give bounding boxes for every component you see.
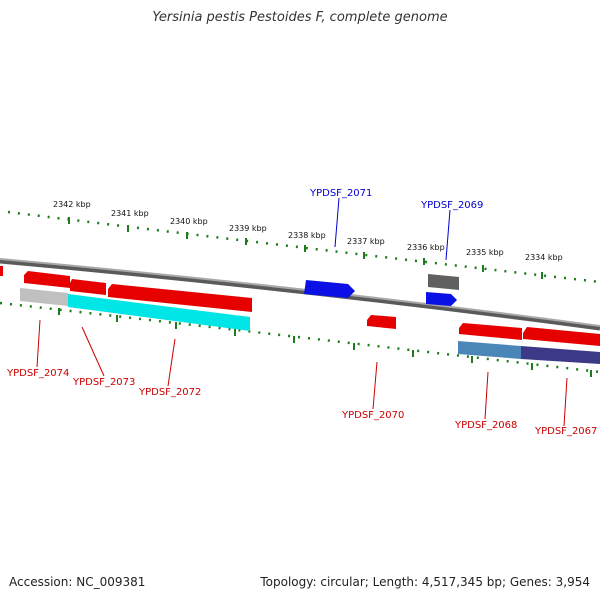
accession-label: Accession: NC_009381	[9, 575, 146, 589]
gene-label-2067[interactable]: YPDSF_2067	[534, 426, 597, 437]
label-leaders	[36, 197, 568, 427]
gene-arrow-2074b[interactable]	[70, 279, 106, 295]
gene-label-2071[interactable]: YPDSF_2071	[309, 188, 372, 199]
genome-title: Yersinia pestis Pestoides F, complete ge…	[152, 10, 448, 25]
major-ticks-inner	[58, 308, 592, 377]
genome-summary: Topology: circular; Length: 4,517,345 bp…	[260, 575, 590, 589]
tick-label-2341: 2341 kbp	[111, 209, 149, 218]
gene-arrow-2070[interactable]	[367, 315, 396, 329]
genome-backbone-shadow	[0, 258, 600, 331]
feature-bar-cyan[interactable]	[68, 294, 250, 331]
tick-label-2339: 2339 kbp	[229, 224, 267, 233]
tick-label-2336: 2336 kbp	[407, 243, 445, 252]
gene-arrow-2074a[interactable]	[24, 271, 70, 288]
gene-label-2069[interactable]: YPDSF_2069	[420, 200, 483, 211]
gene-label-2068[interactable]: YPDSF_2068	[454, 420, 517, 431]
tick-label-2342: 2342 kbp	[53, 200, 91, 209]
major-ticks-outer	[68, 217, 543, 279]
genome-backbone	[0, 258, 600, 327]
gene-partial-left[interactable]	[0, 266, 3, 276]
tick-label-2334: 2334 kbp	[525, 253, 563, 262]
feature-bar-navy[interactable]	[521, 346, 600, 364]
gene-label-2072[interactable]: YPDSF_2072	[138, 387, 201, 398]
feature-bar-steel[interactable]	[458, 341, 521, 359]
gene-arrow-2072-red[interactable]	[108, 284, 252, 312]
feature-bar-grey[interactable]	[20, 288, 68, 306]
inner-tick-ring	[0, 301, 600, 374]
feature-dark-grey-2069[interactable]	[428, 274, 459, 290]
tick-label-2335: 2335 kbp	[466, 248, 504, 257]
gene-arrow-2068[interactable]	[459, 323, 522, 340]
gene-arrow-2069[interactable]	[426, 292, 457, 306]
tick-label-2337: 2337 kbp	[347, 237, 385, 246]
gene-features	[0, 266, 600, 364]
tick-label-2338: 2338 kbp	[288, 231, 326, 240]
gene-label-2070[interactable]: YPDSF_2070	[341, 410, 404, 421]
gene-arrow-2067[interactable]	[523, 327, 600, 346]
gene-arrow-2071[interactable]	[304, 280, 355, 298]
tick-label-2340: 2340 kbp	[170, 217, 208, 226]
gene-label-2073[interactable]: YPDSF_2073	[72, 377, 135, 388]
gene-label-2074[interactable]: YPDSF_2074	[6, 368, 69, 379]
